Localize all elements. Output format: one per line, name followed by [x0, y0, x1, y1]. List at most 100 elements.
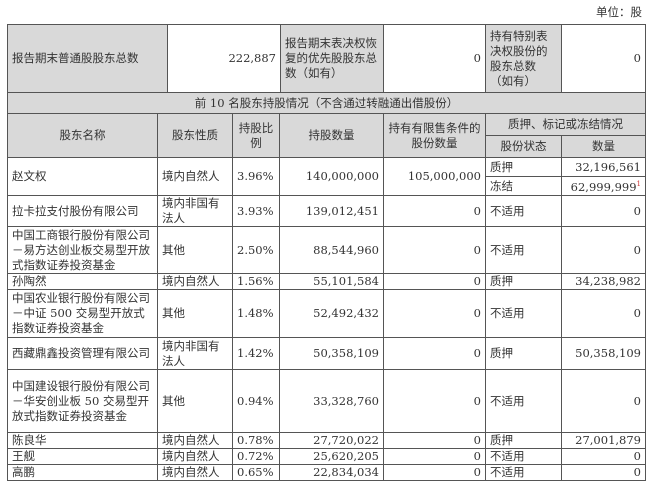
holding-ratio: 0.72% [232, 448, 280, 465]
header-name: 股东名称 [7, 113, 158, 158]
table-row: 中国工商银行股份有限公司－易方达创业板交易型开放式指数证券投资基金 其他 2.50%… [7, 226, 646, 274]
status-amount-2: 62,999,9991 [561, 176, 646, 196]
shareholder-name: 王舰 [7, 448, 158, 465]
share-status: 质押 [485, 432, 562, 449]
header-shares: 持股数量 [279, 113, 384, 158]
status-amount: 50,358,109 [561, 337, 646, 370]
status-amount: 0 [561, 369, 646, 433]
total-holders-label: 报告期末普通股股东总数 [7, 24, 168, 93]
summary-table: 报告期末普通股股东总数 222,887 报告期末表决权恢复的优先股股东总数（如有… [7, 24, 646, 93]
share-status: 质押 [485, 337, 562, 370]
restricted-shares: 0 [383, 369, 486, 433]
shareholder-name: 中国建设银行股份有限公司－华安创业板 50 交易型开放式指数证券投资基金 [7, 369, 158, 433]
holding-ratio: 0.78% [232, 432, 280, 449]
status-amount: 27,001,879 [561, 432, 646, 449]
special-voting-label: 持有特别表决权股份的股东总数（如有） [485, 24, 562, 93]
shares-held: 140,000,000 [279, 157, 384, 196]
shares-held: 27,720,022 [279, 432, 384, 449]
shareholder-nature: 境内自然人 [157, 464, 233, 481]
table-row: 拉卡拉支付股份有限公司 境内非国有法人 3.93% 139,012,451 0 不适用 0 [7, 195, 646, 227]
shareholder-nature: 其他 [157, 226, 233, 274]
frozen-amount: 62,999,999 [570, 179, 637, 194]
status-amount: 34,238,982 [561, 273, 646, 290]
table-row: 王舰 境内自然人 0.72% 25,620,205 0 不适用 0 [7, 448, 646, 465]
shares-held: 50,358,109 [279, 337, 384, 370]
status-amount: 0 [561, 226, 646, 274]
status-amount: 0 [561, 195, 646, 227]
shareholder-nature: 境内自然人 [157, 448, 233, 465]
shareholder-nature: 境内自然人 [157, 157, 233, 196]
header-amount: 数量 [561, 135, 646, 158]
holding-ratio: 0.94% [232, 369, 280, 433]
restricted-shares: 0 [383, 195, 486, 227]
unit-label: 单位：股 [596, 5, 642, 19]
holding-ratio: 1.48% [232, 289, 280, 338]
shares-held: 22,834,034 [279, 464, 384, 481]
table-row: 西藏鼎鑫投资管理有限公司 境内非国有法人 1.42% 50,358,109 0 质押 50,… [7, 337, 646, 370]
shares-held: 139,012,451 [279, 195, 384, 227]
shareholder-nature: 其他 [157, 369, 233, 433]
holding-ratio: 0.65% [232, 464, 280, 481]
shareholder-nature: 境内自然人 [157, 273, 233, 290]
shareholder-name: 西藏鼎鑫投资管理有限公司 [7, 337, 158, 370]
shares-held: 52,492,432 [279, 289, 384, 338]
table-row: 高鹏 境内自然人 0.65% 22,834,034 0 不适用 0 [7, 464, 646, 481]
shares-held: 33,328,760 [279, 369, 384, 433]
holding-ratio: 3.93% [232, 195, 280, 227]
section-title: 前 10 名股东持股情况（不含通过转融通出借股份） [7, 92, 646, 114]
shares-held: 55,101,584 [279, 273, 384, 290]
header-pledge: 质押、标记或冻结情况 [485, 113, 646, 136]
share-status: 不适用 [485, 289, 562, 338]
shareholder-name: 陈良华 [7, 432, 158, 449]
share-status: 不适用 [485, 369, 562, 433]
holding-ratio: 1.42% [232, 337, 280, 370]
share-status: 质押 [485, 273, 562, 290]
restricted-shares: 0 [383, 337, 486, 370]
restricted-shares: 105,000,000 [383, 157, 486, 196]
status-amount: 32,196,561 [561, 157, 646, 177]
share-status: 不适用 [485, 195, 562, 227]
share-status: 质押 [485, 157, 562, 177]
table-row: 孙陶然 境内自然人 1.56% 55,101,584 0 质押 34,238,982 [7, 273, 646, 290]
shareholder-name: 中国农业银行股份有限公司－中证 500 交易型开放式指数证券投资基金 [7, 289, 158, 338]
holding-ratio: 3.96% [232, 157, 280, 196]
shareholders-table: 前 10 名股东持股情况（不含通过转融通出借股份） 股东名称 股东性质 持股比例… [7, 92, 646, 481]
table-row: 陈良华 境内自然人 0.78% 27,720,022 0 质押 27,001,879 [7, 432, 646, 449]
shareholder-nature: 境内非国有法人 [157, 195, 233, 227]
shareholder-nature: 其他 [157, 289, 233, 338]
status-amount: 0 [561, 464, 646, 481]
shares-held: 88,544,960 [279, 226, 384, 274]
preferred-holders-value: 0 [383, 24, 486, 93]
shareholder-name: 高鹏 [7, 464, 158, 481]
share-status: 不适用 [485, 226, 562, 274]
header-ratio: 持股比例 [232, 113, 280, 158]
shares-held: 25,620,205 [279, 448, 384, 465]
share-status-2: 冻结 [485, 176, 562, 196]
preferred-holders-label: 报告期末表决权恢复的优先股股东总数（如有） [280, 24, 384, 93]
status-amount: 0 [561, 448, 646, 465]
restricted-shares: 0 [383, 226, 486, 274]
holding-ratio: 2.50% [232, 226, 280, 274]
shareholder-nature: 境内非国有法人 [157, 337, 233, 370]
header-nature: 股东性质 [157, 113, 233, 158]
shareholder-name: 中国工商银行股份有限公司－易方达创业板交易型开放式指数证券投资基金 [7, 226, 158, 274]
table-row: 中国建设银行股份有限公司－华安创业板 50 交易型开放式指数证券投资基金 其他 0.… [7, 369, 646, 433]
table-row: 中国农业银行股份有限公司－中证 500 交易型开放式指数证券投资基金 其他 1.48… [7, 289, 646, 338]
shareholder-name: 孙陶然 [7, 273, 158, 290]
footnote-marker: 1 [636, 180, 641, 189]
restricted-shares: 0 [383, 464, 486, 481]
restricted-shares: 0 [383, 432, 486, 449]
restricted-shares: 0 [383, 289, 486, 338]
restricted-shares: 0 [383, 273, 486, 290]
holding-ratio: 1.56% [232, 273, 280, 290]
special-voting-value: 0 [561, 24, 646, 93]
shareholder-nature: 境内自然人 [157, 432, 233, 449]
shareholder-name: 赵文权 [7, 157, 158, 196]
status-amount: 0 [561, 289, 646, 338]
table-row: 赵文权 境内自然人 3.96% 140,000,000 105,000,000 … [7, 157, 646, 196]
share-status: 不适用 [485, 464, 562, 481]
share-status: 不适用 [485, 448, 562, 465]
header-restricted: 持有有限售条件的股份数量 [383, 113, 486, 158]
restricted-shares: 0 [383, 448, 486, 465]
header-status: 股份状态 [485, 135, 562, 158]
